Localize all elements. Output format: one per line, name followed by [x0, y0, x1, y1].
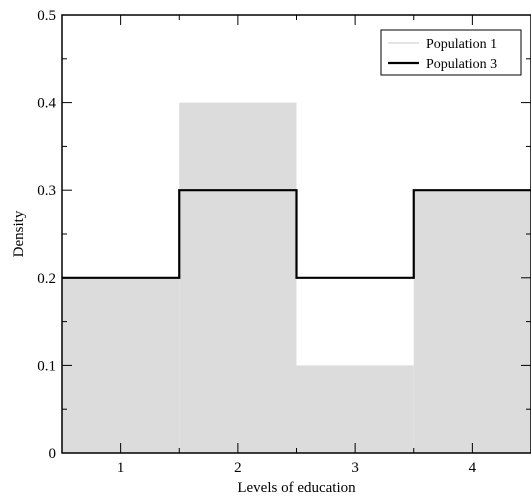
tick-labels: 1 2 3 4 0 0.1 0.2 0.3 0.4 0.5: [37, 8, 476, 476]
population-3-step-line: [62, 189, 531, 279]
y-tick-label: 0.3: [37, 183, 56, 199]
legend-label-population-3: Population 3: [426, 57, 497, 72]
population-3-line-layer: [62, 189, 531, 279]
x-tick-label: 2: [234, 460, 242, 476]
plot-frame: [61, 14, 531, 454]
population-1-bars: [62, 102, 531, 453]
y-tick-label: 0: [49, 446, 57, 462]
x-axis-label: Levels of education: [237, 480, 356, 496]
population-1-bar-2: [179, 102, 297, 453]
population-1-bar-3: [296, 365, 414, 453]
y-tick-label: 0.4: [37, 96, 56, 112]
x-tick-label: 1: [117, 460, 125, 476]
legend-box: [380, 29, 522, 76]
y-tick-label: 0.2: [37, 271, 56, 287]
y-axis-label: Density: [11, 210, 27, 257]
x-tick-label: 4: [469, 460, 477, 476]
y-tick-label: 0.1: [37, 358, 56, 374]
population-1-bar-4: [413, 190, 531, 453]
population-1-bar-1: [62, 277, 180, 453]
legend-label-population-1: Population 1: [426, 37, 497, 52]
x-tick-label: 3: [351, 460, 359, 476]
y-tick-label: 0.5: [37, 8, 56, 24]
legend: Population 1 Population 3: [380, 29, 522, 76]
